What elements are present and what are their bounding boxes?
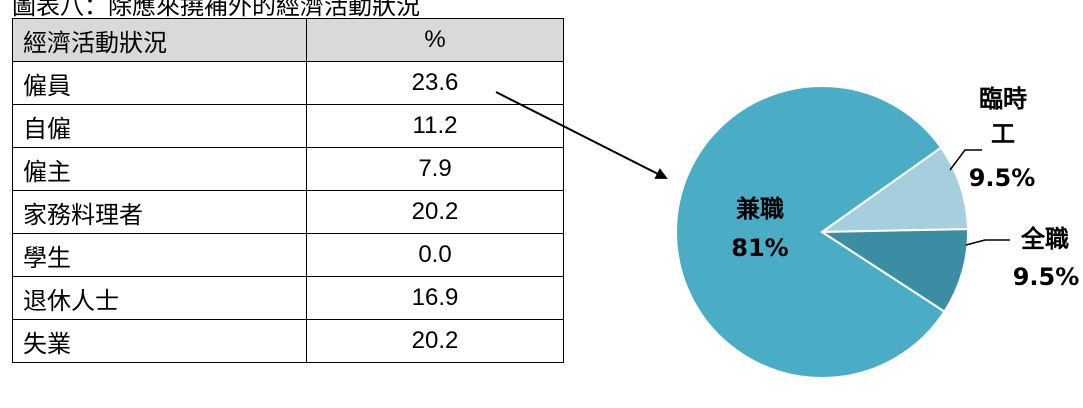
leader-line-casual	[949, 149, 982, 171]
label-leader-lines	[949, 149, 1010, 246]
table-row: 自僱 11.2	[12, 104, 564, 148]
economic-activity-table: 經濟活動狀況 % 僱員 23.6 自僱 11.2 僱主 7.9 家務料理者 20…	[12, 18, 564, 363]
slice-value-fulltime: 9.5%	[1013, 263, 1080, 291]
slice-label-casual: 臨時	[979, 85, 1027, 113]
slice-parttime	[675, 85, 946, 379]
table-row: 家務料理者 20.2	[12, 190, 564, 234]
row-value: 0.0	[306, 233, 564, 277]
header-activity: 經濟活動狀況	[12, 18, 307, 62]
table-caption: 圖表八：除應來撓補外的經濟活動狀況	[12, 0, 420, 20]
row-label: 僱主	[12, 147, 307, 191]
slice-label-fulltime: 全職	[1020, 225, 1069, 253]
slice-casual	[818, 146, 969, 234]
table-row: 學生 0.0	[12, 233, 564, 277]
slice-value-casual: 9.5%	[969, 164, 1036, 192]
pointer-arrow	[495, 91, 668, 179]
pie-slices	[675, 85, 969, 379]
row-value: 20.2	[306, 190, 564, 234]
table-row: 退休人士 16.9	[12, 276, 564, 320]
row-value: 16.9	[306, 276, 564, 320]
row-label: 自僱	[12, 104, 307, 148]
slice-fulltime	[818, 228, 969, 314]
header-percent: %	[306, 18, 564, 62]
row-label: 家務料理者	[12, 190, 307, 234]
slice-label-casual-line2: 工	[991, 120, 1015, 148]
table-row: 失業 20.2	[12, 319, 564, 363]
row-value: 7.9	[306, 147, 564, 191]
row-value: 20.2	[306, 319, 564, 363]
row-label: 失業	[12, 319, 307, 363]
row-value: 23.6	[306, 61, 564, 105]
table-header-row: 經濟活動狀況 %	[12, 18, 564, 62]
row-label: 學生	[12, 233, 307, 277]
slice-value-parttime: 81%	[731, 234, 788, 262]
slice-label-parttime: 兼職	[736, 195, 784, 223]
table-row: 僱主 7.9	[12, 147, 564, 191]
leader-line-fulltime	[965, 239, 1010, 246]
row-value: 11.2	[306, 104, 564, 148]
